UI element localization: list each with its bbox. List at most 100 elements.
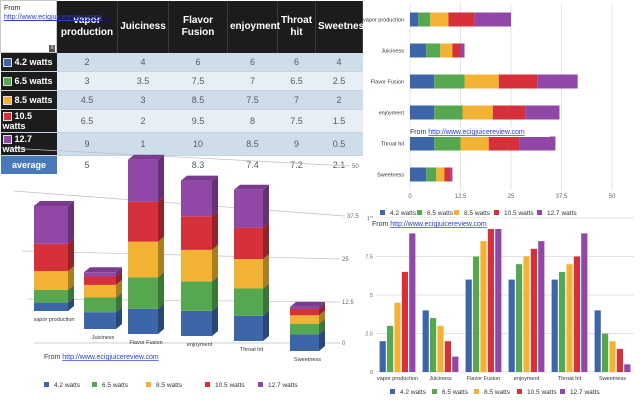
table-cell: 8 [227, 109, 278, 134]
column-segment-side [116, 279, 122, 298]
column-segment-side [158, 196, 164, 242]
category-label: Sweetness [599, 376, 626, 382]
source-annotation: From http://www.ecigjuicereview.com [372, 221, 487, 228]
y-tick-label: 5 [370, 293, 373, 299]
category-label: Flavor Fusion [371, 80, 404, 86]
bar-segment [410, 43, 427, 58]
y-tick-label: 50 [352, 164, 359, 170]
clustered-column-chart: 0 2.5 5 7.5 10 vapor production Juiciness Flavo… [365, 216, 634, 396]
table-cell: 7.5 [227, 90, 278, 110]
y-tick-label: 10 [367, 216, 373, 222]
table-cell: 9.5 [168, 109, 228, 134]
table-source-prefix: From [4, 5, 21, 12]
row-label: average [0, 155, 57, 175]
table-cell: 5 [56, 155, 118, 175]
column-segment [290, 315, 319, 324]
column-top [128, 154, 164, 160]
column-segment-side [319, 329, 325, 351]
legend-label: 4.2 watts [54, 382, 81, 389]
bar [573, 256, 580, 372]
bar [516, 264, 523, 372]
bar-segment [410, 136, 435, 151]
row-label: 10.5 watts [0, 109, 57, 134]
column-segment [84, 312, 116, 329]
table-cell: 6 [227, 52, 278, 72]
bar-segment [418, 12, 431, 27]
column-segment-side [319, 310, 325, 324]
x-tick-label: 12.5 [455, 194, 467, 200]
category-label: vapor production [377, 376, 418, 382]
legend-label: 6.5 watts [442, 389, 469, 396]
y-tick-label: 12.5 [342, 300, 354, 306]
column-segment-side [212, 244, 218, 282]
column-segment-side [212, 211, 218, 250]
table-cell: 2.5 [315, 71, 363, 91]
column-segment [290, 309, 319, 316]
category-label: Sweetness [294, 357, 321, 363]
legend-label: 8.5 watts [464, 210, 491, 217]
table-cell: 6.5 [56, 109, 118, 134]
annotation-backdrop [370, 218, 512, 229]
bar [473, 256, 480, 372]
legend-swatch [560, 389, 565, 394]
table-cell: 7.5 [277, 109, 316, 134]
bar [624, 364, 631, 372]
x-tick-label: 37.5 [556, 194, 568, 200]
table-cell: 7 [277, 90, 316, 110]
column-segment-side [263, 184, 269, 228]
bar [480, 241, 487, 372]
column-top [34, 201, 74, 206]
bar-segment [498, 74, 538, 89]
source-annotation: From http://www.ecigjuicereview.com [44, 354, 159, 361]
row-label-text: 12.7 watts [2, 134, 33, 155]
bar-segment [434, 105, 463, 120]
category-label: enjoyment [379, 111, 405, 117]
category-label: Juiciness [429, 376, 452, 382]
legend-swatch [2, 135, 12, 145]
bar [422, 310, 429, 372]
legend-swatch [390, 389, 395, 394]
gridline [5, 147, 351, 167]
category-label: Flavor Fusion [129, 340, 162, 346]
legend-swatch [146, 382, 151, 387]
legend-swatch [2, 58, 12, 68]
bar [409, 233, 416, 372]
legend-swatch [2, 96, 12, 106]
table-source-link[interactable]: http://www.ecigjuicereview.com/ [4, 14, 103, 21]
column-segment-side [319, 301, 325, 309]
table-cell: 3.5 [117, 71, 169, 91]
bar-segment [450, 167, 453, 182]
table-cell: 0.5 [315, 132, 363, 157]
x-tick-label: 0 [408, 194, 412, 200]
bar [581, 233, 588, 372]
bar-segment [452, 43, 461, 58]
y-tick-label: 0 [342, 341, 346, 347]
table-cell: 8.3 [168, 155, 228, 175]
column-segment-side [319, 318, 325, 335]
bar-segment [462, 105, 493, 120]
legend-swatch [258, 382, 263, 387]
table-row: 6.5 watts 3 3.5 7.5 7 6.5 2.5 [0, 71, 363, 91]
table-cell: 4 [117, 52, 169, 72]
legend-label: 4.2 watts [400, 389, 427, 396]
column-segment-side [68, 201, 74, 244]
legend-swatch [2, 77, 12, 87]
column-segment [128, 277, 158, 309]
row-label: 8.5 watts [0, 90, 57, 110]
category-label: Sweetness [377, 173, 404, 179]
annotation-backdrop [408, 127, 550, 137]
row-label: 4.2 watts [0, 52, 57, 72]
column-header: Throat hit [277, 0, 316, 53]
legend-swatch [474, 389, 479, 394]
bar-segment [410, 12, 419, 27]
legend-label: 12.7 watts [268, 382, 298, 389]
table-cell: 6 [277, 52, 316, 72]
legend-label: 4.2 watts [390, 210, 417, 217]
column-segment [84, 276, 116, 285]
table-menu-icon[interactable]: ≡ [49, 45, 55, 52]
bar-segment [492, 105, 526, 120]
column-segment [128, 308, 158, 334]
bar [566, 264, 573, 372]
table-cell: 3 [117, 90, 169, 110]
column-segment [84, 284, 116, 298]
